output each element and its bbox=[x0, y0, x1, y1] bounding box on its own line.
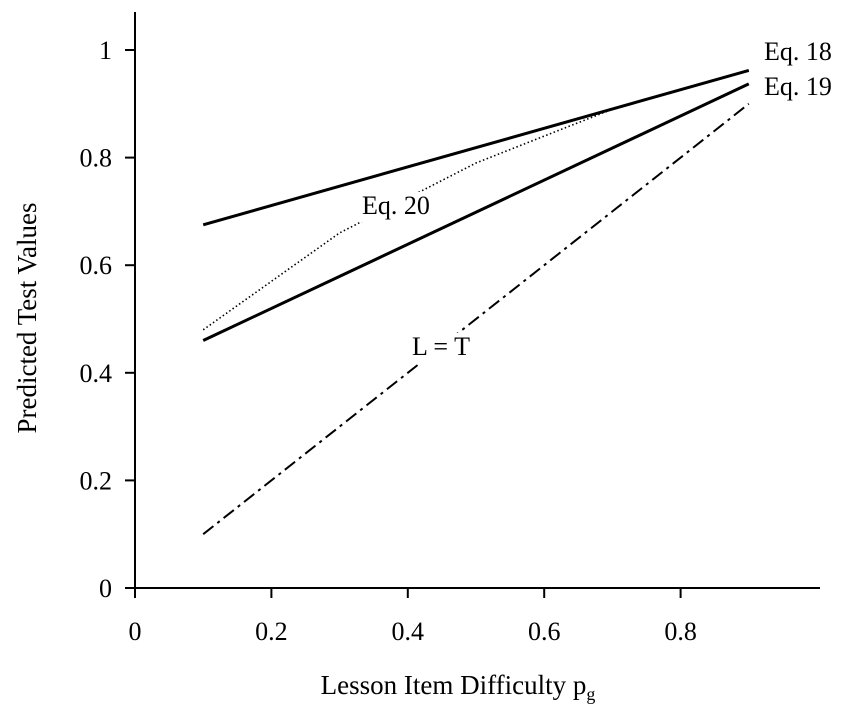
series-label-bg bbox=[358, 192, 452, 222]
axes bbox=[134, 12, 820, 589]
x-tick-label: 0.8 bbox=[664, 617, 697, 646]
series-label-bg bbox=[408, 333, 492, 363]
y-tick-label: 0.8 bbox=[80, 144, 113, 173]
series-label-l-t: L = T bbox=[412, 332, 470, 361]
y-tick-label: 1 bbox=[99, 36, 112, 65]
series-labels: Eq. 18 Eq. 19 Eq. 20 L = T bbox=[358, 37, 832, 363]
series-label-eq-20: Eq. 20 bbox=[362, 191, 430, 220]
x-axis-label: Lesson Item Difficulty pg bbox=[321, 670, 596, 704]
y-tick-label: 0.2 bbox=[80, 466, 113, 495]
x-tick-label: 0.2 bbox=[255, 617, 288, 646]
series-line-eq-20 bbox=[202, 69, 750, 331]
x-tick-label: 0.6 bbox=[528, 617, 561, 646]
series-line-l-t bbox=[202, 103, 750, 535]
series-line-eq-19 bbox=[202, 82, 750, 342]
series-line-eq-18 bbox=[202, 68, 750, 227]
series-label-eq-18: Eq. 18 bbox=[764, 37, 832, 66]
ticks: 0 0.2 0.4 0.6 0.8 0 0.2 0.4 0.6 0.8 1 bbox=[80, 36, 697, 646]
y-tick-label: 0.6 bbox=[80, 251, 113, 280]
series-label-eq-19: Eq. 19 bbox=[764, 72, 832, 101]
x-tick-label: 0.4 bbox=[392, 617, 425, 646]
y-tick-label: 0.4 bbox=[80, 359, 113, 388]
x-tick-label: 0 bbox=[129, 617, 142, 646]
y-tick-label: 0 bbox=[99, 574, 112, 603]
series-lines bbox=[202, 68, 750, 535]
y-axis-label: Predicted Test Values bbox=[12, 202, 42, 433]
